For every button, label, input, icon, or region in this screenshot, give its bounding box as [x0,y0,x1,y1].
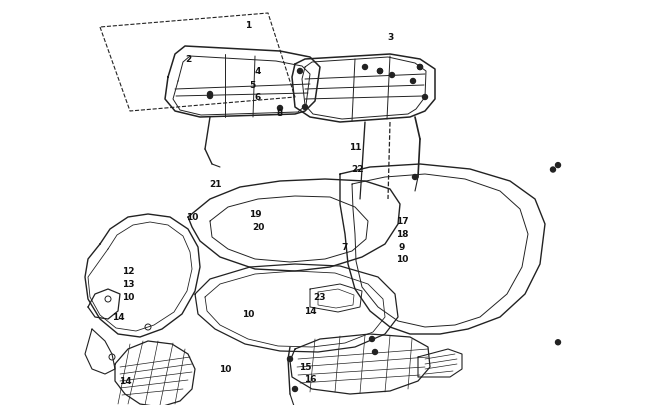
Circle shape [207,92,213,97]
Circle shape [292,386,298,392]
Circle shape [417,65,422,70]
Circle shape [378,69,382,74]
Circle shape [556,163,560,168]
Circle shape [372,350,378,355]
Circle shape [278,106,283,111]
Text: 10: 10 [396,255,408,264]
Text: 4: 4 [255,67,261,76]
Text: 10: 10 [242,310,254,319]
Text: 5: 5 [249,80,255,89]
Text: 16: 16 [304,375,317,384]
Circle shape [302,105,307,110]
Circle shape [389,73,395,78]
Text: 15: 15 [299,362,311,371]
Circle shape [298,69,302,74]
Text: 10: 10 [122,293,134,302]
Text: 14: 14 [112,313,124,322]
Text: 12: 12 [122,267,135,276]
Text: 17: 17 [396,217,408,226]
Circle shape [413,175,417,180]
Circle shape [422,95,428,100]
Circle shape [411,79,415,84]
Circle shape [287,357,292,362]
Circle shape [369,337,374,342]
Text: 19: 19 [249,210,261,219]
Text: 6: 6 [255,92,261,101]
Text: 22: 22 [352,165,364,174]
Text: 18: 18 [396,230,408,239]
Text: 3: 3 [387,34,393,43]
Text: 23: 23 [314,293,326,302]
Text: 1: 1 [245,20,251,30]
Text: 10: 10 [186,213,198,222]
Text: 14: 14 [119,377,131,386]
Circle shape [556,340,560,345]
Text: 8: 8 [277,108,283,117]
Text: 14: 14 [304,307,317,316]
Text: 10: 10 [219,364,231,373]
Circle shape [378,69,382,74]
Text: 21: 21 [209,180,221,189]
Text: 2: 2 [185,55,191,64]
Text: 20: 20 [252,223,264,232]
Text: 11: 11 [349,143,361,152]
Circle shape [363,65,367,70]
Text: 7: 7 [342,243,348,252]
Circle shape [551,168,556,173]
Circle shape [417,65,422,70]
Text: 13: 13 [122,280,135,289]
Text: 9: 9 [399,243,405,252]
Circle shape [207,94,213,99]
